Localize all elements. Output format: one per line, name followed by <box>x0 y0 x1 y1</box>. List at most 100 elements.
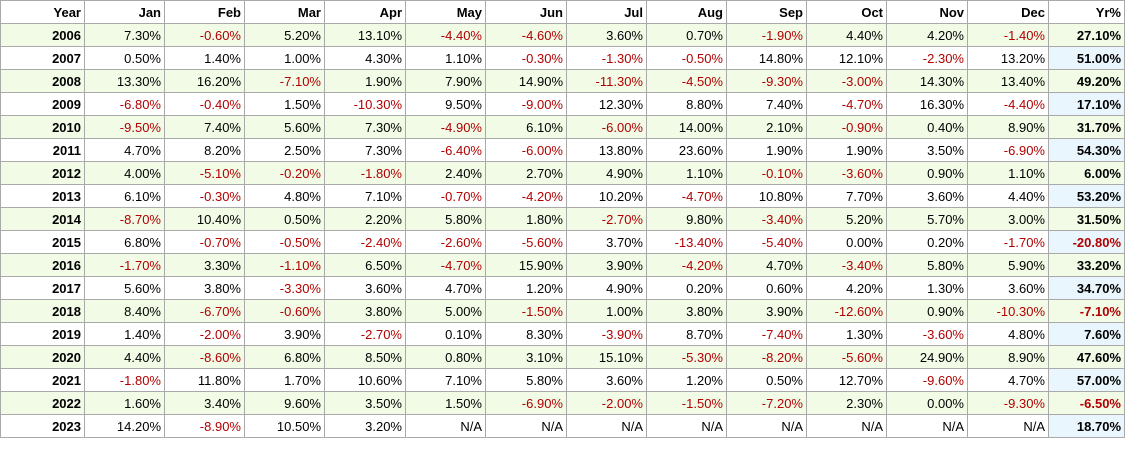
month-return-cell: -4.70% <box>405 253 486 277</box>
month-return-cell: 13.30% <box>84 69 165 93</box>
month-return-cell: -8.60% <box>164 345 245 369</box>
month-return-cell: N/A <box>967 414 1049 438</box>
month-return-cell: -4.20% <box>646 253 727 277</box>
month-return-cell: 0.50% <box>244 207 325 231</box>
year-cell: 2018 <box>0 299 85 323</box>
month-return-cell: 1.80% <box>485 207 567 231</box>
month-return-cell: 0.00% <box>806 230 887 254</box>
month-return-cell: 3.80% <box>646 299 727 323</box>
year-total-cell: -7.10% <box>1048 299 1125 323</box>
month-return-cell: -6.80% <box>84 92 165 116</box>
month-return-cell: 7.10% <box>324 184 406 208</box>
column-header-apr: Apr <box>324 0 406 24</box>
month-return-cell: -0.10% <box>726 161 807 185</box>
year-cell: 2010 <box>0 115 85 139</box>
table-row: 2012 4.00% -5.10% -0.20% -1.80% 2.40% 2.70% 4.9… <box>0 161 1125 185</box>
month-return-cell: 4.70% <box>726 253 807 277</box>
month-return-cell: 10.50% <box>244 414 325 438</box>
month-return-cell: 4.80% <box>244 184 325 208</box>
year-cell: 2012 <box>0 161 85 185</box>
month-return-cell: 0.90% <box>886 161 968 185</box>
year-total-cell: 6.00% <box>1048 161 1125 185</box>
month-return-cell: -3.30% <box>244 276 325 300</box>
month-return-cell: -0.60% <box>244 299 325 323</box>
month-return-cell: 8.30% <box>485 322 567 346</box>
table-row: 2013 6.10% -0.30% 4.80% 7.10% -0.70% -4.20% 10.… <box>0 184 1125 208</box>
month-return-cell: -13.40% <box>646 230 727 254</box>
month-return-cell: -5.60% <box>485 230 567 254</box>
month-return-cell: -4.40% <box>967 92 1049 116</box>
year-cell: 2022 <box>0 391 85 415</box>
month-return-cell: 5.20% <box>806 207 887 231</box>
month-return-cell: 0.70% <box>646 23 727 47</box>
table-row: 2011 4.70% 8.20% 2.50% 7.30% -6.40% -6.00% 13.8… <box>0 138 1125 162</box>
column-header-sep: Sep <box>726 0 807 24</box>
month-return-cell: 3.90% <box>244 322 325 346</box>
month-return-cell: N/A <box>646 414 727 438</box>
month-return-cell: 1.90% <box>726 138 807 162</box>
month-return-cell: N/A <box>485 414 567 438</box>
month-return-cell: 3.50% <box>324 391 406 415</box>
month-return-cell: 6.80% <box>244 345 325 369</box>
month-return-cell: 1.10% <box>646 161 727 185</box>
month-return-cell: 15.10% <box>566 345 647 369</box>
month-return-cell: 0.60% <box>726 276 807 300</box>
month-return-cell: -2.00% <box>164 322 245 346</box>
year-cell: 2014 <box>0 207 85 231</box>
month-return-cell: 5.20% <box>244 23 325 47</box>
month-return-cell: 3.70% <box>566 230 647 254</box>
month-return-cell: 14.00% <box>646 115 727 139</box>
month-return-cell: N/A <box>726 414 807 438</box>
month-return-cell: 1.00% <box>244 46 325 70</box>
month-return-cell: 7.10% <box>405 368 486 392</box>
month-return-cell: -5.40% <box>726 230 807 254</box>
month-return-cell: -6.70% <box>164 299 245 323</box>
month-return-cell: -8.70% <box>84 207 165 231</box>
year-total-cell: 31.50% <box>1048 207 1125 231</box>
month-return-cell: 1.30% <box>806 322 887 346</box>
month-return-cell: 9.50% <box>405 92 486 116</box>
month-return-cell: 12.70% <box>806 368 887 392</box>
month-return-cell: 6.10% <box>84 184 165 208</box>
month-return-cell: -3.00% <box>806 69 887 93</box>
month-return-cell: 3.60% <box>967 276 1049 300</box>
table-row: 2018 8.40% -6.70% -0.60% 3.80% 5.00% -1.50% 1.0… <box>0 299 1125 323</box>
month-return-cell: 3.60% <box>566 368 647 392</box>
month-return-cell: 3.50% <box>886 138 968 162</box>
month-return-cell: -4.20% <box>485 184 567 208</box>
year-cell: 2023 <box>0 414 85 438</box>
month-return-cell: 23.60% <box>646 138 727 162</box>
month-return-cell: 5.90% <box>967 253 1049 277</box>
year-cell: 2009 <box>0 92 85 116</box>
year-cell: 2008 <box>0 69 85 93</box>
year-total-cell: 53.20% <box>1048 184 1125 208</box>
month-return-cell: 4.40% <box>84 345 165 369</box>
column-header-year: Year <box>0 0 85 24</box>
month-return-cell: -11.30% <box>566 69 647 93</box>
month-return-cell: -3.60% <box>806 161 887 185</box>
month-return-cell: -8.20% <box>726 345 807 369</box>
month-return-cell: 15.90% <box>485 253 567 277</box>
month-return-cell: 16.20% <box>164 69 245 93</box>
month-return-cell: 6.10% <box>485 115 567 139</box>
month-return-cell: 5.00% <box>405 299 486 323</box>
month-return-cell: -4.70% <box>806 92 887 116</box>
table-row: 2016 -1.70% 3.30% -1.10% 6.50% -4.70% 15.90% 3.… <box>0 253 1125 277</box>
year-total-cell: 7.60% <box>1048 322 1125 346</box>
month-return-cell: 8.20% <box>164 138 245 162</box>
month-return-cell: 4.70% <box>405 276 486 300</box>
year-cell: 2016 <box>0 253 85 277</box>
year-total-cell: -6.50% <box>1048 391 1125 415</box>
year-cell: 2020 <box>0 345 85 369</box>
month-return-cell: 1.90% <box>806 138 887 162</box>
month-return-cell: -1.40% <box>967 23 1049 47</box>
month-return-cell: -0.50% <box>646 46 727 70</box>
month-return-cell: -1.70% <box>967 230 1049 254</box>
month-return-cell: -0.70% <box>164 230 245 254</box>
table-row: 2008 13.30% 16.20% -7.10% 1.90% 7.90% 14.90% -1… <box>0 69 1125 93</box>
month-return-cell: 1.00% <box>566 299 647 323</box>
month-return-cell: 1.40% <box>164 46 245 70</box>
month-return-cell: -0.30% <box>485 46 567 70</box>
column-header-nov: Nov <box>886 0 968 24</box>
month-return-cell: 7.90% <box>405 69 486 93</box>
